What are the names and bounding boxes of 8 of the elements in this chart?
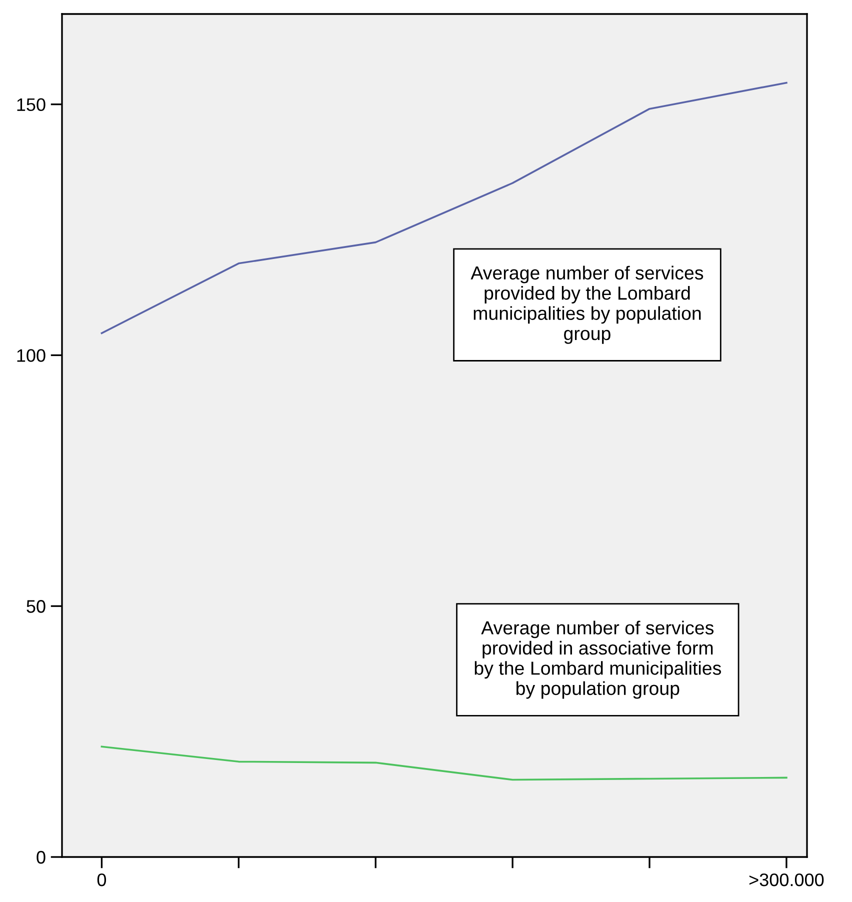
line-series: [100, 746, 788, 781]
annotation: Average number of services provided in associative form by the Lombard municipalities by population group: [474, 620, 722, 699]
y-tick-label: 50: [26, 600, 46, 613]
y-tick-label: 0: [36, 850, 46, 864]
x-tick-label: >300.000: [749, 873, 824, 886]
y-tick-label: 150: [17, 98, 46, 112]
annotation: Average number of services provided by the Lombard municipalities by population group: [470, 266, 704, 344]
y-tick-label: 100: [17, 349, 46, 362]
